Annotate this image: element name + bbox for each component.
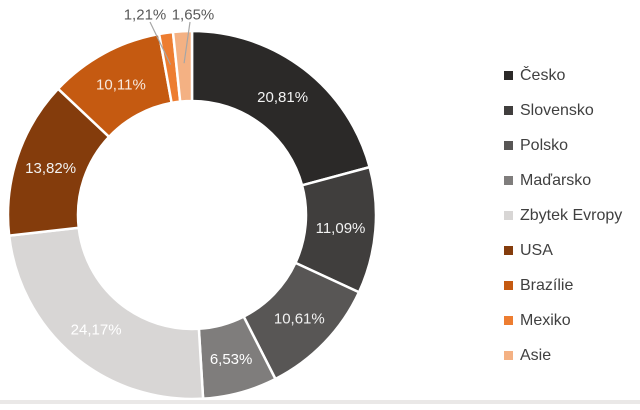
legend-item-usa: USA [504, 233, 622, 268]
legend-swatch-icon [504, 141, 513, 150]
legend-item-cesko: Česko [504, 58, 622, 93]
legend-item-brazilie: Brazílie [504, 268, 622, 303]
legend-label: Česko [520, 66, 566, 84]
legend-label: Brazílie [520, 276, 574, 294]
data-label-madarsko: 6,53% [210, 351, 253, 368]
data-label-zbytek-evropy: 24,17% [71, 321, 122, 338]
legend-item-mexiko: Mexiko [504, 303, 622, 338]
data-label-asie: 1,65% [172, 6, 215, 23]
slice-asie [171, 29, 194, 103]
legend-label: USA [520, 241, 553, 259]
legend-label: Maďarsko [520, 171, 592, 189]
legend-swatch-icon [504, 281, 513, 290]
legend-item-asie: Asie [504, 338, 622, 373]
data-label-brazilie: 10,11% [96, 76, 146, 93]
data-label-mexiko: 1,21% [124, 6, 167, 23]
legend-swatch-icon [504, 176, 513, 185]
legend-item-zbytek-evropy: Zbytek Evropy [504, 198, 622, 233]
legend-swatch-icon [504, 316, 513, 325]
leader-line-mexiko [149, 21, 172, 65]
chart-legend: Česko Slovensko Polsko Maďarsko Zbytek Evrop… [504, 58, 622, 373]
legend-label: Slovensko [520, 101, 594, 119]
leader-line-asie [183, 21, 191, 64]
legend-item-madarsko: Maďarsko [504, 163, 622, 198]
legend-swatch-icon [504, 246, 513, 255]
legend-label: Asie [520, 346, 552, 364]
legend-swatch-icon [504, 71, 513, 80]
slice-cesko [190, 29, 371, 187]
data-label-polsko: 10,61% [274, 311, 325, 328]
bottom-divider-line [0, 400, 640, 404]
slice-zbytek-evropy [7, 226, 205, 401]
data-label-usa: 13,82% [25, 160, 76, 177]
legend-swatch-icon [504, 106, 513, 115]
legend-swatch-icon [504, 351, 513, 360]
data-label-slovensko: 11,09% [316, 220, 366, 237]
legend-label: Polsko [520, 136, 569, 154]
legend-label: Mexiko [520, 311, 571, 329]
data-label-cesko: 20,81% [257, 89, 308, 106]
legend-item-slovensko: Slovensko [504, 93, 622, 128]
legend-label: Zbytek Evropy [520, 206, 623, 224]
legend-swatch-icon [504, 211, 513, 220]
legend-item-polsko: Polsko [504, 128, 622, 163]
